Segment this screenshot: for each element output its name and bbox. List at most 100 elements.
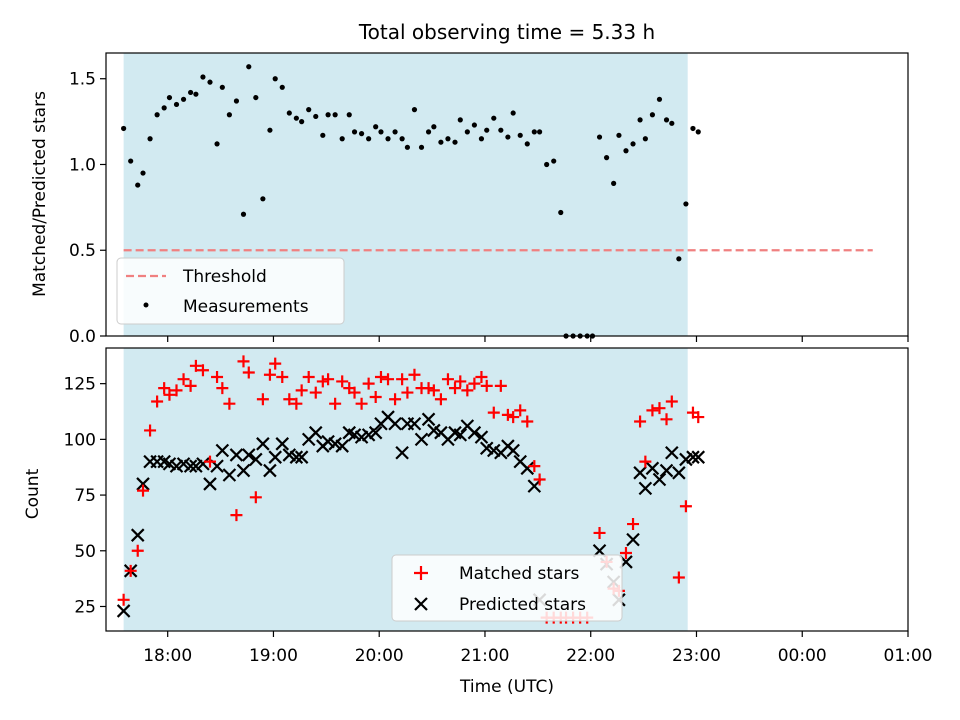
predicted-star-point xyxy=(268,450,282,464)
predicted-star-point xyxy=(335,439,349,453)
predicted-star-point xyxy=(196,457,210,471)
matched-star-point xyxy=(374,370,387,383)
measurement-point xyxy=(669,120,675,126)
measurement-point xyxy=(544,161,550,168)
predicted-star-point xyxy=(183,459,198,473)
measurement-point xyxy=(286,110,292,116)
measurement-point xyxy=(637,117,643,123)
measurement-point xyxy=(200,74,206,80)
predicted-star-point xyxy=(368,425,383,440)
matched-star-point xyxy=(679,500,692,513)
predicted-star-point xyxy=(222,468,237,482)
measurement-point xyxy=(161,105,167,111)
predicted-star-point xyxy=(645,461,660,476)
matched-star-point xyxy=(514,404,527,417)
measurement-point xyxy=(320,132,326,138)
predicted-star-point xyxy=(638,481,653,496)
measurement-point xyxy=(385,136,391,142)
measurement-point xyxy=(339,136,345,142)
measurement-point xyxy=(616,132,622,138)
x-tick-label: 19:00 xyxy=(249,646,298,666)
matched-star-point xyxy=(507,411,520,424)
predicted-star-point xyxy=(395,445,409,460)
predicted-star-point xyxy=(467,425,482,440)
measurement-point xyxy=(373,124,379,130)
matched-star-point xyxy=(468,377,481,390)
measurement-point xyxy=(558,209,564,216)
matched-star-point xyxy=(639,455,652,468)
predicted-star-point xyxy=(388,416,402,431)
predicted-star-point xyxy=(453,428,468,442)
matched-star-point xyxy=(163,388,176,401)
measurement-point xyxy=(279,84,285,90)
matched-star-point xyxy=(533,473,546,486)
matched-star-point xyxy=(137,484,150,497)
measurement-point xyxy=(676,256,682,262)
y-tick-label: 1.0 xyxy=(69,155,96,175)
x-tick-label: 22:00 xyxy=(566,646,615,666)
matched-star-point xyxy=(276,370,289,383)
x-tick-label: 00:00 xyxy=(778,646,827,666)
matched-star-point xyxy=(475,370,488,383)
matched-star-point xyxy=(283,393,296,406)
measurement-point xyxy=(219,84,225,90)
x-axis-label: Time (UTC) xyxy=(459,677,554,697)
matched-star-point xyxy=(665,395,678,408)
matched-star-point xyxy=(216,382,229,395)
measurement-point xyxy=(358,131,365,137)
matched-star-point xyxy=(362,377,375,390)
matched-star-point xyxy=(355,397,368,410)
measurement-point xyxy=(246,64,252,70)
predicted-star-point xyxy=(672,466,686,480)
measurement-point xyxy=(267,127,273,133)
measurement-point xyxy=(154,112,160,118)
matched-star-point xyxy=(151,395,164,408)
matched-star-point xyxy=(184,379,197,392)
predicted-star-point xyxy=(256,437,270,451)
matched-star-point xyxy=(396,373,409,386)
matched-star-point xyxy=(660,413,673,426)
predicted-star-point xyxy=(263,463,277,478)
measurement-point xyxy=(260,196,266,202)
matched-star-point xyxy=(211,370,224,383)
matched-star-point xyxy=(263,368,276,381)
top-x-ticks xyxy=(167,336,909,342)
measurement-point xyxy=(649,112,656,118)
predicted-star-point xyxy=(289,450,304,464)
matched-star-point xyxy=(124,564,137,577)
threshold-legend-label: Threshold xyxy=(182,267,267,287)
measurement-point xyxy=(596,134,603,140)
y-tick-label: 100 xyxy=(64,430,96,450)
measurement-point xyxy=(457,117,463,123)
x-tick-label: 20:00 xyxy=(355,646,404,666)
predicted-legend-label: Predicted stars xyxy=(459,595,586,615)
measurement-point xyxy=(313,113,319,120)
measurement-point xyxy=(346,112,352,118)
matched-star-point xyxy=(441,373,454,386)
measurement-point xyxy=(425,129,432,135)
matched-star-point xyxy=(501,408,514,421)
top-y-ticks: 0.0 0.5 1.0 1.5 xyxy=(69,70,106,347)
y-tick-label: 75 xyxy=(74,486,96,506)
x-tick-label: 21:00 xyxy=(460,646,509,666)
matched-star-point xyxy=(382,373,395,386)
matched-star-point xyxy=(295,384,308,397)
measurement-point xyxy=(128,158,134,164)
measurement-point xyxy=(306,107,312,113)
top-axes-frame xyxy=(105,52,909,337)
predicted-star-point xyxy=(691,450,706,464)
predicted-star-point xyxy=(407,416,422,431)
predicted-star-point xyxy=(414,432,429,447)
matched-star-point xyxy=(461,384,474,397)
matched-star-point xyxy=(434,393,447,406)
matched-star-point xyxy=(653,402,666,415)
bottom-y-axis-label: Count xyxy=(23,468,43,519)
matched-star-point xyxy=(269,357,282,370)
measurement-point xyxy=(147,136,153,142)
matched-star-point xyxy=(422,382,435,395)
measurement-point xyxy=(293,115,299,121)
matched-star-point xyxy=(189,359,202,372)
measurement-point xyxy=(399,136,405,142)
measurement-point xyxy=(491,115,497,121)
measurement-point xyxy=(623,148,629,154)
